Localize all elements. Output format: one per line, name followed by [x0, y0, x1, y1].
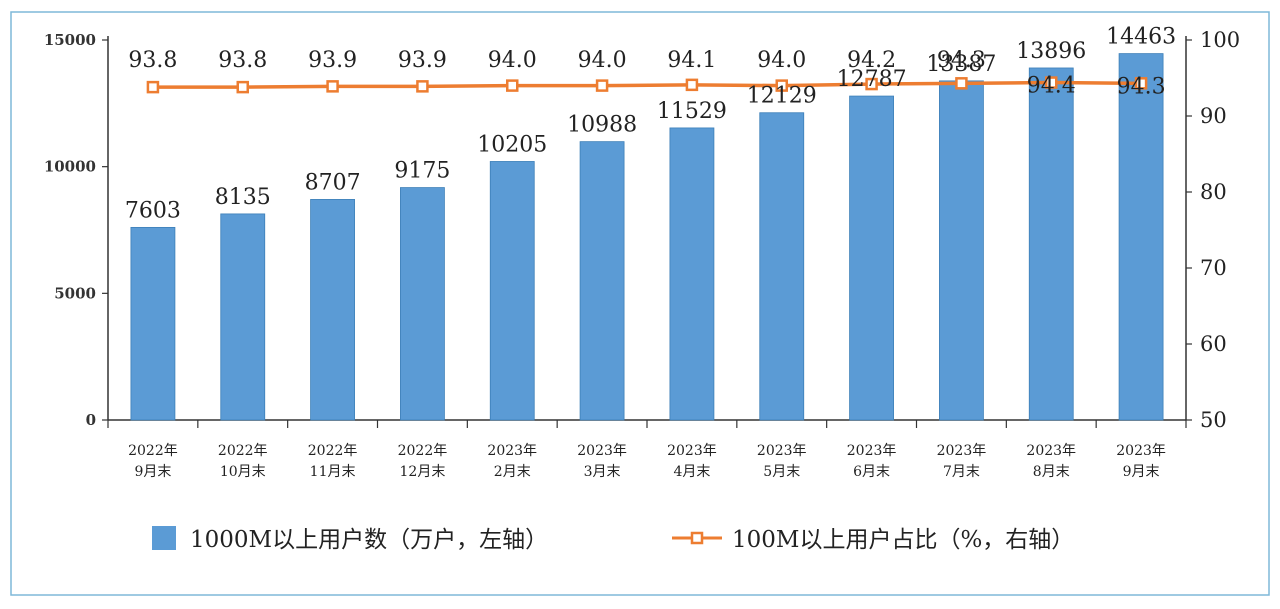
line-marker — [775, 79, 788, 92]
bar-value-label: 8135 — [215, 185, 271, 210]
x-tick-label: 2022年 9月末 — [128, 443, 178, 480]
line-path — [152, 80, 1142, 89]
bar — [130, 226, 176, 421]
y-right-tick-label: 50 — [1200, 408, 1227, 432]
line-marker — [1045, 76, 1058, 89]
x-tick-label: 2022年 12月末 — [398, 443, 448, 480]
y-left-tick-label: 5000 — [54, 284, 96, 302]
line-value-label: 94.0 — [578, 48, 627, 73]
bar — [759, 112, 805, 421]
legend-bar-label: 1000M以上用户数（万户，左轴） — [190, 527, 548, 553]
line-value-label: 94.4 — [1027, 74, 1076, 99]
line-marker — [326, 80, 339, 93]
line-value-label: 93.8 — [128, 48, 177, 73]
bar-value-label: 12129 — [747, 84, 817, 109]
x-tick-label: 2023年 4月末 — [667, 443, 717, 480]
bar — [489, 161, 535, 421]
x-tick-label: 2023年 9月末 — [1116, 443, 1166, 480]
line-value-label: 94.2 — [847, 48, 896, 73]
y-left-tick-label: 15000 — [44, 31, 96, 49]
line-marker — [685, 78, 699, 92]
bar-value-label: 9175 — [394, 159, 450, 184]
axes: 0 5000 10000 15000 50 60 70 80 90 100 2022年 9月末 2022… — [44, 28, 1240, 480]
bar-value-label: 10988 — [567, 113, 637, 138]
bar — [400, 187, 445, 421]
bar-value-label: 10205 — [477, 132, 547, 157]
x-tick-label: 2023年 6月末 — [847, 443, 897, 480]
x-tick-label: 2023年 2月末 — [487, 443, 537, 480]
line-value-label: 93.8 — [218, 48, 267, 73]
legend: 1000M以上用户数（万户，左轴） 100M以上用户占比（%，右轴） — [152, 526, 1074, 553]
x-tick-label: 2022年 11月末 — [308, 443, 358, 480]
line-value-label: 94.3 — [937, 48, 986, 73]
chart-border — [10, 11, 1270, 596]
x-tick-label: 2023年 3月末 — [577, 443, 627, 480]
line-value-label: 94.3 — [1117, 74, 1166, 99]
line-marker — [955, 77, 968, 90]
line-value-label: 94.1 — [667, 48, 716, 73]
line-marker — [506, 79, 519, 92]
line-value-label: 93.9 — [398, 48, 447, 73]
y-right-tick-label: 60 — [1200, 332, 1227, 356]
x-tick-label: 2023年 5月末 — [757, 443, 807, 480]
line-value-label: 94.0 — [757, 48, 806, 73]
bar — [939, 80, 984, 421]
y-right-tick-label: 90 — [1200, 104, 1227, 128]
y-left-tick-label: 10000 — [44, 158, 96, 176]
line-value-label: 94.0 — [488, 48, 537, 73]
bar-value-label: 13896 — [1016, 39, 1086, 64]
bar-value-label: 7603 — [125, 198, 181, 223]
line-marker — [416, 80, 429, 93]
bar-value-label: 8707 — [305, 170, 361, 195]
bar — [669, 127, 715, 421]
x-tick-label: 2023年 8月末 — [1026, 443, 1076, 480]
bar — [310, 199, 355, 421]
x-tick-label: 2022年 10月末 — [218, 443, 268, 480]
line-marker — [236, 80, 249, 94]
line-marker — [865, 77, 878, 91]
legend-bar-swatch — [152, 526, 176, 550]
line-series — [146, 76, 1148, 94]
bar — [849, 95, 894, 421]
bar — [1028, 67, 1074, 421]
bar — [220, 213, 266, 421]
bar-series — [130, 53, 1164, 421]
bar-value-label: 11529 — [657, 99, 727, 124]
line-marker — [595, 79, 609, 92]
bar-value-label: 14463 — [1106, 25, 1176, 50]
y-right-tick-label: 100 — [1200, 28, 1240, 52]
x-tick-label: 2023年 7月末 — [937, 443, 987, 480]
y-right-tick-label: 70 — [1200, 256, 1227, 280]
data-labels: 7603 8135 8707 9175 10205 10988 11529 12129 1278… — [125, 25, 1176, 224]
bar-value-label: 13387 — [926, 52, 996, 77]
y-right-tick-label: 80 — [1200, 180, 1227, 204]
bar-value-label: 12787 — [837, 67, 907, 92]
legend-line-label: 100M以上用户占比（%，右轴） — [732, 527, 1074, 553]
y-left-tick-label: 0 — [86, 411, 96, 429]
bar — [579, 141, 625, 421]
line-marker — [146, 80, 160, 94]
line-marker — [1134, 77, 1148, 90]
legend-line-marker — [690, 531, 704, 545]
line-value-label: 93.9 — [308, 48, 357, 73]
bar — [1118, 53, 1164, 421]
